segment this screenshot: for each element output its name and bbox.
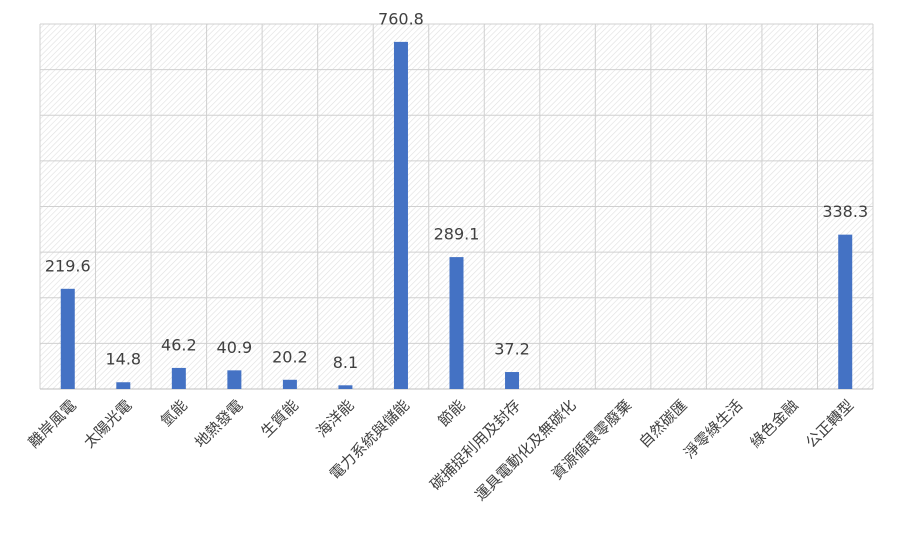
bar [60, 288, 75, 389]
bar [449, 257, 464, 389]
bar [282, 379, 297, 389]
value-label: 338.3 [822, 202, 868, 221]
x-tick-label: 淨零綠生活 [680, 396, 746, 462]
x-tick-label: 地熱發電 [191, 396, 246, 451]
x-tick-label: 節能 [435, 396, 469, 430]
bar [338, 385, 353, 389]
x-tick-label: 氫能 [157, 396, 191, 430]
value-label: 8.1 [333, 353, 358, 372]
x-tick-label: 公正轉型 [802, 396, 857, 451]
value-label: 37.2 [494, 340, 530, 359]
bar [838, 234, 853, 389]
value-label: 40.9 [217, 338, 253, 357]
bar [171, 367, 186, 389]
bar [393, 41, 408, 389]
x-tick-label: 綠色金融 [747, 396, 802, 451]
bar [505, 372, 520, 389]
bar [116, 382, 131, 389]
value-label: 219.6 [45, 256, 91, 275]
value-label: 46.2 [161, 335, 197, 354]
bar [227, 370, 242, 389]
x-tick-label: 太陽光電 [80, 396, 135, 451]
x-tick-label: 運具電動化及無碳化 [471, 396, 579, 504]
value-label: 20.2 [272, 347, 308, 366]
value-label: 760.8 [378, 9, 424, 28]
x-tick-label: 生質能 [257, 396, 302, 441]
x-tick-label: 離岸風電 [25, 396, 80, 451]
x-tick-label: 海洋能 [313, 396, 358, 441]
x-tick-label: 自然碳匯 [635, 396, 690, 451]
value-label: 14.8 [105, 350, 141, 369]
value-label: 289.1 [434, 225, 480, 244]
